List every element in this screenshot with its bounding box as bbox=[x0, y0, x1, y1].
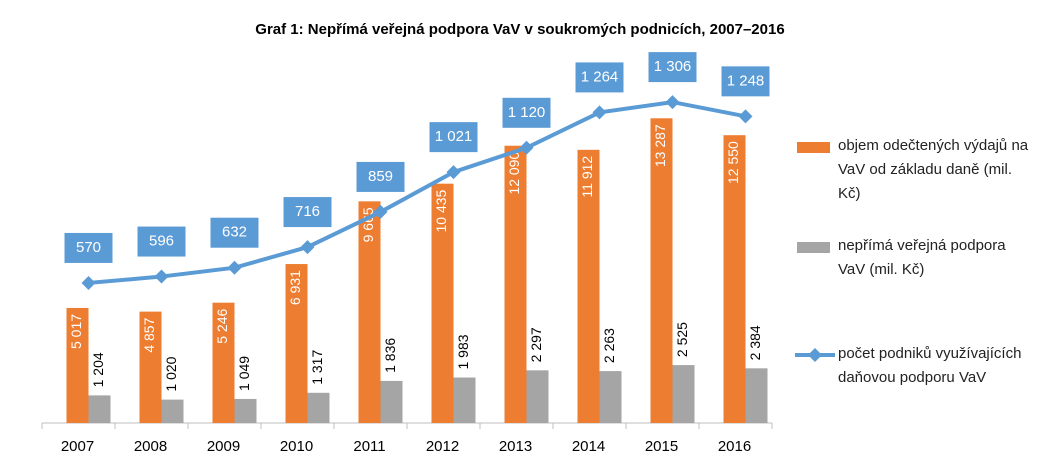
x-tick-label: 2015 bbox=[645, 438, 678, 455]
x-tick-label: 2010 bbox=[280, 438, 313, 455]
x-tick-label: 2016 bbox=[718, 438, 751, 455]
value-label: 12 550 bbox=[725, 141, 741, 184]
legend-swatch bbox=[797, 242, 830, 253]
x-tick-label: 2012 bbox=[426, 438, 459, 455]
value-label: 1 248 bbox=[727, 72, 765, 89]
line-marker bbox=[154, 269, 169, 284]
bar bbox=[723, 135, 746, 424]
x-tick-label: 2014 bbox=[572, 438, 605, 455]
value-label: 6 931 bbox=[287, 270, 303, 305]
x-tick-label: 2008 bbox=[134, 438, 167, 455]
bar bbox=[672, 365, 695, 423]
bar bbox=[139, 311, 162, 423]
bar bbox=[380, 380, 403, 423]
legend-label: objem odečtených výdajů na VaV od základ… bbox=[838, 137, 1029, 202]
bar bbox=[431, 183, 454, 423]
value-label-box bbox=[502, 97, 551, 128]
value-label: 2 297 bbox=[528, 327, 544, 362]
bar bbox=[88, 395, 111, 423]
value-label-box bbox=[64, 232, 113, 263]
bar bbox=[307, 392, 330, 423]
value-label: 1 317 bbox=[309, 350, 325, 385]
value-label: 1 306 bbox=[654, 58, 692, 75]
legend-label: počet podniků využívajících daňovou podp… bbox=[838, 345, 1022, 386]
legend-swatch bbox=[808, 348, 822, 362]
line-marker bbox=[665, 95, 680, 110]
value-label: 13 287 bbox=[652, 124, 668, 167]
bar bbox=[577, 149, 600, 424]
value-label: 1 049 bbox=[236, 356, 252, 391]
value-label: 11 912 bbox=[579, 156, 595, 198]
value-label-box bbox=[648, 52, 697, 83]
value-label: 5 017 bbox=[68, 314, 84, 349]
legend-swatch bbox=[797, 142, 830, 153]
value-label-box bbox=[721, 66, 770, 97]
line-marker bbox=[519, 140, 534, 155]
value-label: 859 bbox=[368, 168, 393, 185]
x-tick-label: 2013 bbox=[499, 438, 532, 455]
x-tick-label: 2009 bbox=[207, 438, 240, 455]
chart-title: Graf 1: Nepřímá veřejná podpora VaV v so… bbox=[255, 21, 784, 38]
x-tick-label: 2011 bbox=[353, 438, 385, 455]
value-label-box bbox=[210, 217, 259, 248]
bar bbox=[599, 371, 622, 423]
bar bbox=[234, 398, 257, 423]
value-label: 1 983 bbox=[455, 334, 471, 369]
bar bbox=[358, 201, 381, 423]
line-marker bbox=[300, 240, 315, 255]
bar bbox=[212, 302, 235, 423]
bar bbox=[453, 377, 476, 423]
line-marker bbox=[738, 109, 753, 124]
value-label: 716 bbox=[295, 203, 320, 220]
line bbox=[88, 100, 746, 285]
value-label-box bbox=[137, 226, 186, 257]
line-marker bbox=[81, 275, 96, 290]
value-label: 570 bbox=[76, 239, 101, 256]
value-label: 1 204 bbox=[90, 352, 106, 387]
bar bbox=[161, 399, 184, 423]
value-label-box bbox=[283, 197, 332, 228]
value-label: 1 120 bbox=[508, 104, 546, 121]
x-tick-label: 2007 bbox=[61, 438, 94, 455]
line-marker bbox=[446, 165, 461, 180]
legend-label: nepřímá veřejná podpora VaV (mil. Kč) bbox=[838, 237, 1006, 278]
bar bbox=[285, 264, 308, 423]
value-label: 596 bbox=[149, 233, 174, 250]
value-label: 1 264 bbox=[581, 68, 619, 85]
value-label: 5 246 bbox=[214, 308, 230, 343]
value-label: 2 525 bbox=[674, 322, 690, 357]
value-label: 1 020 bbox=[163, 356, 179, 391]
value-label-box bbox=[575, 62, 624, 93]
value-label: 12 090 bbox=[506, 152, 522, 195]
value-label-box bbox=[429, 122, 478, 153]
bar bbox=[504, 145, 527, 423]
value-label-box bbox=[356, 161, 405, 192]
line-marker bbox=[592, 105, 607, 120]
bar bbox=[66, 307, 89, 423]
value-label: 10 435 bbox=[433, 189, 449, 232]
bar bbox=[650, 118, 673, 424]
value-label: 4 857 bbox=[141, 317, 157, 352]
value-label: 1 021 bbox=[435, 128, 473, 145]
line-marker bbox=[373, 204, 388, 219]
bar bbox=[526, 370, 549, 423]
bar bbox=[745, 368, 768, 423]
value-label: 1 836 bbox=[382, 338, 398, 373]
value-label: 2 384 bbox=[747, 325, 763, 360]
value-label: 632 bbox=[222, 224, 247, 241]
value-label: 2 263 bbox=[601, 328, 617, 363]
value-label: 9 665 bbox=[360, 207, 376, 242]
line-marker bbox=[227, 260, 242, 275]
